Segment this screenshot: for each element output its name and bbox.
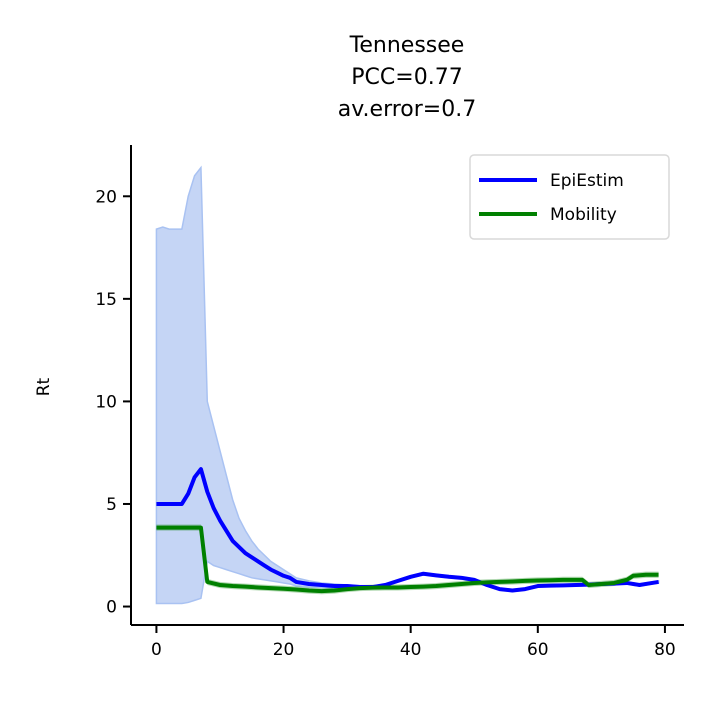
legend-box: [469, 154, 670, 240]
x-tick-label: 40: [400, 640, 422, 660]
x-tick-label: 60: [527, 640, 549, 660]
series-line-epiestim: [156, 467, 659, 593]
y-tick-label: 10: [95, 392, 117, 412]
y-tick-label: 0: [106, 598, 117, 618]
plot-area: [155, 165, 660, 605]
title-line-state: Tennessee: [349, 33, 465, 58]
legend-label-mobility: Mobility: [550, 205, 617, 225]
series-line-mobility: [156, 525, 659, 594]
x-tick-label: 0: [151, 640, 162, 660]
legend-label-epiestim: EpiEstim: [550, 171, 624, 191]
y-tick-label: 20: [95, 187, 117, 207]
title-line-error: av.error=0.7: [338, 97, 476, 122]
x-axis-ticks: 0 20 40 60 80: [151, 625, 676, 660]
y-axis-ticks: 0 5 10 15 20: [95, 187, 131, 618]
x-tick-label: 20: [273, 640, 295, 660]
chart-title: Tennessee PCC=0.77 av.error=0.7: [338, 33, 476, 122]
y-axis-label: Rt: [34, 377, 54, 396]
title-line-pcc: PCC=0.77: [351, 65, 462, 90]
y-tick-label: 15: [95, 290, 117, 310]
legend: EpiEstim Mobility: [469, 154, 670, 240]
y-tick-label: 5: [106, 495, 117, 515]
x-tick-label: 80: [654, 640, 676, 660]
